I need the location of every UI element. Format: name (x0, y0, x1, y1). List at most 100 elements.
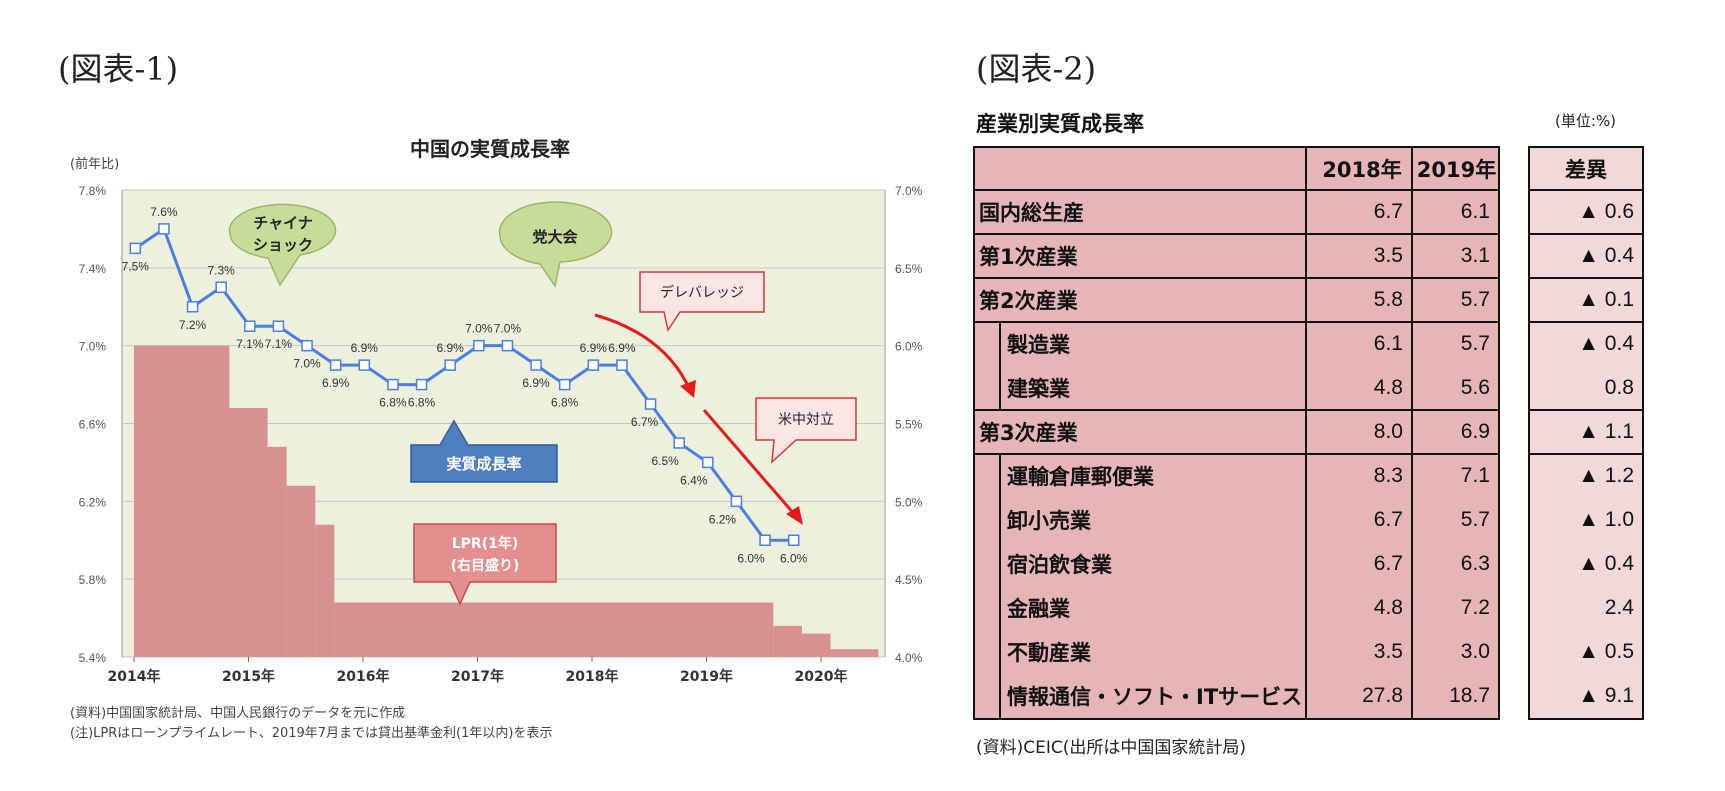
cell-diff: ▲ 1.2 (1578, 464, 1634, 487)
y-tick-label: 5.8% (79, 573, 107, 587)
cell-2018: 6.7 (1373, 200, 1403, 223)
gdp-point (473, 339, 485, 352)
y2-tick-label: 5.5% (895, 418, 923, 432)
row-divider (1530, 233, 1642, 235)
lpr-step (830, 649, 879, 657)
lpr-step (229, 407, 268, 657)
gdp-point (702, 456, 714, 469)
gdp-data-label: 6.9% (608, 341, 636, 355)
row-name: 建築業 (1007, 377, 1070, 401)
x-tick-label: 2018年 (566, 668, 619, 685)
y-tick-label: 6.2% (79, 495, 107, 509)
gdp-point (558, 378, 571, 391)
lpr-step (267, 446, 287, 657)
cell-2018: 3.5 (1373, 244, 1403, 267)
gdp-point (444, 359, 456, 371)
cell-diff: ▲ 0.6 (1578, 200, 1634, 223)
row-divider (1530, 409, 1642, 411)
gdp-point (587, 359, 600, 371)
lpr-step (315, 524, 335, 657)
gdp-point (358, 359, 371, 371)
cell-2018: 5.8 (1373, 288, 1403, 311)
gdp-point (644, 398, 657, 410)
china-shock-bubble (228, 203, 337, 287)
deleverage-arrow (594, 313, 692, 391)
us-china-label: 米中対立 (778, 412, 834, 428)
gdp-point (759, 534, 771, 546)
x-tick-label: 2020年 (795, 668, 848, 685)
gdp-data-label: 7.2% (179, 318, 207, 332)
indent-divider (999, 498, 1001, 542)
cell-2019: 7.1 (1460, 464, 1490, 487)
indent-divider (999, 630, 1001, 674)
us-china-callout (755, 397, 857, 464)
gdp-data-label: 6.9% (322, 376, 350, 390)
column-divider (1411, 148, 1413, 718)
gdp-point (730, 495, 743, 508)
row-name: 第1次産業 (979, 245, 1078, 269)
lpr-step (334, 602, 774, 657)
indent-divider (999, 322, 1001, 366)
gdp-data-label: 6.4% (680, 473, 708, 487)
cell-2019: 3.0 (1460, 640, 1490, 663)
indent-divider (999, 454, 1001, 498)
cell-2019: 5.7 (1460, 288, 1490, 311)
cell-2019: 5.7 (1460, 332, 1490, 355)
gdp-data-label: 6.9% (437, 341, 465, 355)
row-divider (975, 453, 1498, 455)
gdp-point (387, 378, 399, 391)
cell-diff: ▲ 0.1 (1578, 288, 1634, 311)
gdp-data-label: 6.8% (408, 396, 436, 410)
gdp-data-label: 6.7% (631, 415, 659, 429)
cell-2019: 5.6 (1460, 376, 1490, 399)
cell-2019: 7.2 (1460, 596, 1490, 619)
gdp-point (616, 359, 628, 371)
us-china-arrow (702, 409, 797, 516)
gdp-point (329, 359, 342, 371)
gdp-point (215, 281, 227, 294)
figure-1-label: (図表-1) (58, 50, 179, 88)
row-name: 国内総生産 (979, 201, 1084, 225)
gdp-point (530, 359, 542, 371)
gdp-data-label: 7.5% (122, 259, 150, 273)
deleverage-label: デレバレッジ (660, 284, 744, 301)
gdp-point (501, 339, 514, 352)
gdp-data-label: 6.9% (522, 376, 550, 390)
header-2019: 2019年 (1416, 158, 1497, 182)
row-divider (975, 233, 1498, 235)
row-name: 情報通信・ソフト・ITサービス (1007, 685, 1303, 709)
chart-title: 中国の実質成長率 (410, 137, 570, 161)
gdp-data-label: 6.0% (780, 551, 808, 565)
cell-diff: ▲ 1.1 (1578, 420, 1634, 443)
y2-tick-label: 4.5% (895, 573, 923, 587)
cell-2018: 8.0 (1373, 420, 1403, 443)
gdp-series-tag-label: 実質成長率 (446, 455, 521, 473)
row-divider (975, 409, 1498, 411)
y-tick-label: 7.8% (79, 184, 107, 198)
cell-2019: 18.7 (1449, 684, 1490, 707)
gdp-data-label: 7.0% (293, 357, 321, 371)
deleverage-arrowhead (680, 380, 696, 398)
cell-diff: 0.8 (1604, 376, 1634, 399)
cell-diff: ▲ 0.5 (1578, 640, 1634, 663)
table-title: 産業別実質成長率 (976, 112, 1144, 136)
row-divider (1530, 453, 1642, 455)
y2-tick-label: 4.0% (895, 651, 923, 665)
row-divider (975, 189, 1498, 191)
cell-diff: ▲ 9.1 (1578, 684, 1634, 707)
row-name: 製造業 (1007, 333, 1070, 357)
cell-2018: 6.1 (1373, 332, 1403, 355)
x-tick-label: 2017年 (451, 668, 504, 685)
party-congress-bubble (498, 201, 613, 288)
cell-2018: 4.8 (1373, 596, 1403, 619)
gdp-data-label: 7.1% (265, 337, 293, 351)
cell-diff: ▲ 0.4 (1578, 552, 1634, 575)
china-shock-label: チャイナ (253, 214, 313, 232)
row-name: 宿泊飲食業 (1007, 553, 1112, 577)
gdp-point (673, 437, 685, 449)
y-tick-label: 6.6% (79, 418, 107, 432)
gdp-data-label: 6.9% (580, 341, 608, 355)
gdp-point (415, 378, 428, 391)
y2-tick-label: 5.0% (895, 495, 923, 509)
row-name: 運輸倉庫郵便業 (1007, 465, 1154, 489)
